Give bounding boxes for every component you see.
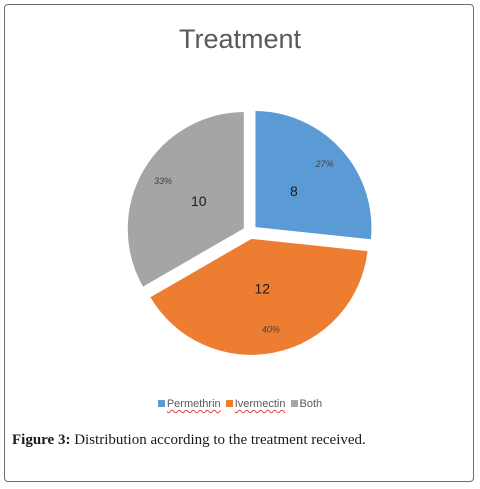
pie-slice-both bbox=[125, 109, 246, 290]
pie-slice-permethrin bbox=[253, 108, 374, 242]
slice-percent-label-permethrin: 27% bbox=[315, 159, 334, 169]
legend-swatch-permethrin bbox=[157, 400, 165, 407]
legend-label-ivermectin: Ivermectin bbox=[234, 398, 286, 410]
legend-item-both: Both bbox=[290, 398, 323, 410]
caption-label: Figure 3: bbox=[12, 432, 71, 448]
pie-slice-ivermectin bbox=[147, 236, 370, 357]
chart-legend: Permethrin Ivermectin Both bbox=[0, 398, 480, 410]
slice-value-label-permethrin: 8 bbox=[290, 183, 298, 199]
slice-value-label-both: 10 bbox=[191, 193, 207, 209]
caption-text: Distribution according to the treatment … bbox=[70, 432, 366, 448]
slice-percent-label-ivermectin: 40% bbox=[262, 325, 280, 335]
figure-caption: Figure 3: Distribution according to the … bbox=[12, 432, 467, 449]
legend-swatch-both bbox=[290, 400, 298, 407]
figure-frame bbox=[4, 4, 474, 482]
slice-percent-label-both: 33% bbox=[154, 176, 172, 186]
legend-label-both: Both bbox=[299, 398, 323, 410]
legend-label-permethrin: Permethrin bbox=[166, 398, 221, 410]
legend-item-ivermectin: Ivermectin bbox=[225, 398, 286, 410]
legend-item-permethrin: Permethrin bbox=[157, 398, 221, 410]
legend-swatch-ivermectin bbox=[225, 400, 233, 407]
slice-value-label-ivermectin: 12 bbox=[254, 281, 270, 297]
chart-title: Treatment bbox=[178, 24, 302, 54]
